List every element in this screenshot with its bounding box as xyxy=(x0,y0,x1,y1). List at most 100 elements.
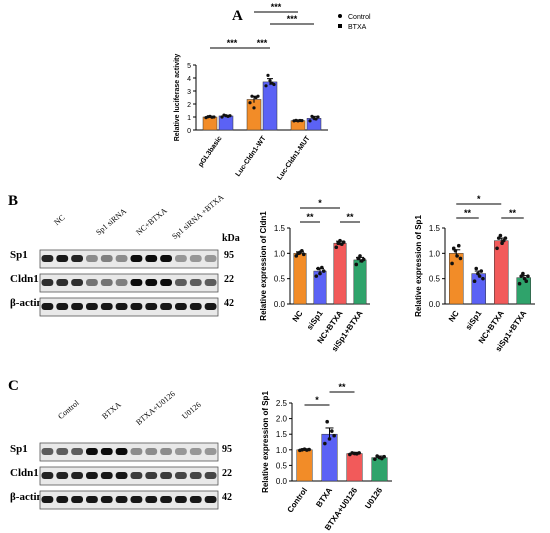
blot-c-band xyxy=(175,448,187,455)
legend-label: Control xyxy=(348,14,371,21)
x-tick-label: U0126 xyxy=(363,486,384,511)
blot-c-band xyxy=(189,448,202,455)
blot-b-band xyxy=(115,303,128,310)
x-tick-label: NC xyxy=(291,309,305,324)
data-point xyxy=(519,274,524,278)
x-tick-label: siSp1 xyxy=(464,309,484,332)
data-point xyxy=(248,101,252,105)
panel-letter-c: C xyxy=(8,378,19,394)
data-point xyxy=(334,245,339,250)
blot-b-band xyxy=(100,255,113,262)
sig-bar-label: *** xyxy=(227,38,238,48)
bar xyxy=(516,277,531,305)
data-point xyxy=(453,249,458,253)
blot-c-band xyxy=(100,472,113,479)
data-point xyxy=(501,238,506,243)
data-point xyxy=(354,262,359,267)
data-point xyxy=(517,281,522,286)
blot-c-band xyxy=(160,448,172,455)
y-tick-label: 0.5 xyxy=(429,275,441,284)
data-point xyxy=(316,115,320,119)
blot-c-band xyxy=(41,496,54,503)
data-point xyxy=(338,238,342,243)
y-tick-label: 0.5 xyxy=(274,275,286,284)
blot-b-band xyxy=(41,303,54,310)
data-point xyxy=(256,94,260,98)
blot-b-band xyxy=(71,279,83,286)
data-point xyxy=(310,114,314,118)
data-point xyxy=(264,84,268,88)
x-tick-label: BTXA xyxy=(314,486,334,509)
blot-b-band xyxy=(100,303,113,310)
blot-c-band xyxy=(204,472,217,479)
legend-marker-btxa xyxy=(338,24,342,28)
y-tick-label: 1.0 xyxy=(276,446,288,455)
y-tick-label: 2.5 xyxy=(276,399,288,408)
panel-letter-a: A xyxy=(232,8,243,24)
blot-b-band xyxy=(130,279,143,286)
blot-b-band xyxy=(189,255,202,262)
sig-bar-label: ** xyxy=(338,382,346,392)
data-point xyxy=(307,447,311,452)
y-tick-label: 5 xyxy=(187,63,191,70)
data-point xyxy=(320,265,324,270)
kda-value: 95 xyxy=(222,444,232,455)
data-point xyxy=(300,119,304,123)
legend-marker-control xyxy=(338,14,342,18)
blot-b-band xyxy=(56,303,69,310)
blot-c-band xyxy=(130,472,143,479)
data-point xyxy=(250,94,254,98)
data-point xyxy=(341,240,346,244)
blot-c-band xyxy=(130,496,143,503)
y-tick-label: 1.0 xyxy=(274,249,286,258)
blot-c-band xyxy=(115,496,128,503)
blot-c-band xyxy=(56,496,69,503)
data-point xyxy=(220,115,224,119)
sig-bar-label: * xyxy=(318,198,322,208)
blot-b-band xyxy=(204,255,217,262)
bar xyxy=(293,253,307,305)
bar xyxy=(371,457,388,482)
blot-b-strip xyxy=(39,297,219,317)
blot-c-band xyxy=(160,496,172,503)
blot-row-label: β-actin xyxy=(10,297,43,309)
y-tick-label: 0.0 xyxy=(429,300,441,309)
blot-c-band xyxy=(204,448,217,455)
data-point xyxy=(455,254,459,258)
blot-b-band xyxy=(175,279,187,286)
y-axis-label: Relative expression of Sp1 xyxy=(261,391,270,493)
blot-c-band xyxy=(71,472,83,479)
blot-b-band xyxy=(145,279,158,286)
blot-c-band xyxy=(145,472,158,479)
data-point xyxy=(325,419,329,424)
data-point xyxy=(316,266,320,271)
blot-b-band xyxy=(115,279,128,286)
sig-bar-label: ** xyxy=(464,208,472,218)
blot-row-label: β-actin xyxy=(10,491,43,503)
y-tick-label: 1.5 xyxy=(274,224,286,233)
blot-b-band xyxy=(145,255,158,262)
y-tick-label: 1.5 xyxy=(429,224,441,233)
data-point xyxy=(268,79,272,83)
data-point xyxy=(266,73,270,77)
legend-label: BTXA xyxy=(348,24,367,31)
sig-bar-label: * xyxy=(477,194,481,204)
blot-c-band xyxy=(145,496,158,503)
blot-b-band xyxy=(130,303,143,310)
y-tick-label: 1 xyxy=(187,115,191,122)
data-point xyxy=(318,271,322,276)
y-tick-label: 3 xyxy=(187,89,191,96)
blot-c-band xyxy=(115,472,128,479)
blot-b-band xyxy=(86,303,98,310)
data-point xyxy=(476,271,480,276)
blot-b-band xyxy=(56,279,69,286)
data-point xyxy=(496,236,501,240)
sig-bar-label: ** xyxy=(306,212,314,222)
blot-c-band xyxy=(189,496,202,503)
data-point xyxy=(521,271,525,276)
blot-b-band xyxy=(71,255,83,262)
bar xyxy=(346,453,363,482)
bar xyxy=(494,240,509,305)
